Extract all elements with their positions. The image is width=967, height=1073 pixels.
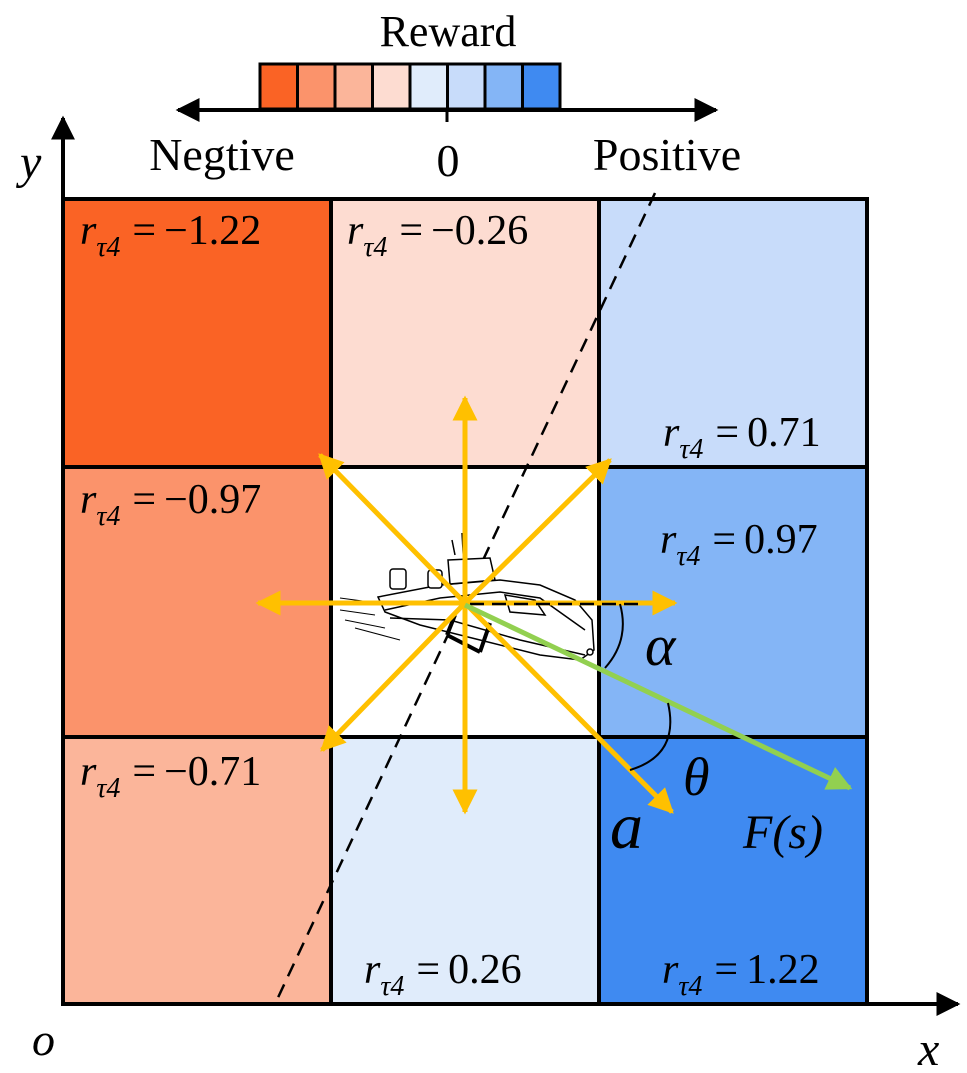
legend-swatch-1 (296, 62, 337, 111)
legend-negative-label: Negtive (149, 129, 295, 180)
action-arrow-down-right (463, 601, 674, 814)
action-arrow-up-left (318, 453, 467, 605)
alpha-angle-arc (604, 603, 624, 669)
reward-label-r2c1: rτ4 = 0.26 (364, 947, 522, 1002)
action-label: a (610, 790, 643, 863)
legend-swatch-3 (371, 62, 412, 111)
reward-label-r0c1: rτ4 = −0.26 (347, 208, 528, 263)
theta-angle-arc (629, 702, 672, 771)
grid-cell-r0c0 (63, 199, 331, 467)
origin-label: o (32, 1014, 55, 1065)
legend-positive-label: Positive (593, 129, 741, 180)
reward-label-r2c2: rτ4 = 1.22 (662, 947, 820, 1002)
grid-cell-r2c0 (63, 737, 331, 1004)
force-arrow (463, 602, 853, 791)
legend-swatch-2 (333, 62, 374, 111)
legend-swatch-0 (258, 62, 299, 111)
alpha-label: α (645, 613, 677, 678)
reward-label-r0c2: rτ4 = 0.71 (663, 410, 821, 465)
y-axis-label: y (15, 136, 42, 189)
action-arrow-up-right (463, 458, 612, 605)
reward-labels: rτ4 = −1.22 rτ4 = −0.26 rτ4 = 0.71 rτ4 = −0.97 r… (80, 208, 821, 1002)
grid-cell-r0c2 (599, 199, 867, 467)
reward-label-r1c2: rτ4 = 0.97 (660, 517, 818, 572)
action-arrow-down-left (320, 601, 467, 752)
legend-swatch-4 (408, 62, 449, 111)
legend-swatches (258, 62, 562, 111)
reward-legend: Reward Negtive 0 Positive (149, 7, 741, 186)
legend-swatch-5 (446, 62, 487, 111)
force-label: F(s) (742, 806, 823, 859)
x-axis-label: x (917, 1023, 939, 1073)
legend-swatch-6 (483, 62, 524, 111)
reward-label-r2c0: rτ4 = −0.71 (80, 749, 261, 804)
legend-swatch-7 (521, 62, 562, 111)
legend-title: Reward (380, 7, 517, 56)
reward-label-r0c0: rτ4 = −1.22 (80, 208, 261, 263)
legend-zero-label: 0 (437, 135, 460, 186)
reward-label-r1c0: rτ4 = −0.97 (80, 477, 261, 532)
theta-label: θ (683, 747, 710, 807)
